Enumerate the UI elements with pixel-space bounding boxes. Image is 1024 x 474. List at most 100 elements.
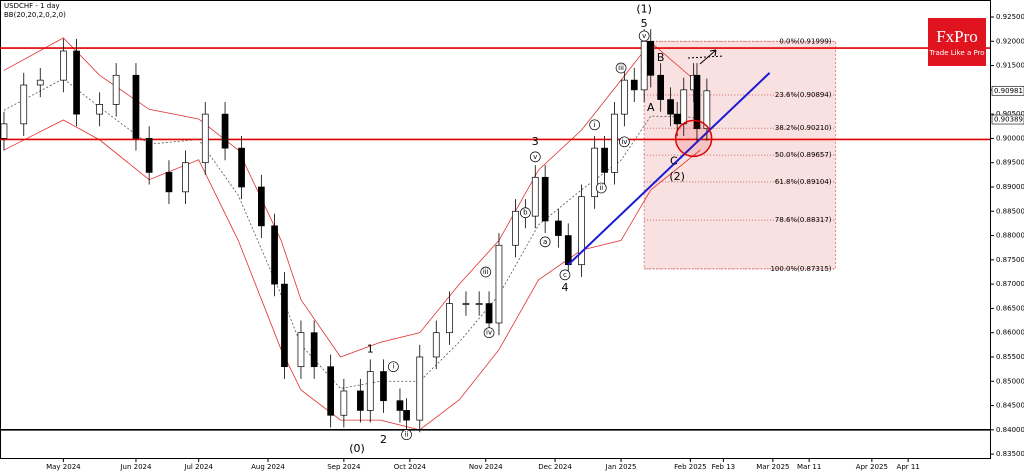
- candle-body: [258, 186, 265, 227]
- x-tick-label: Apr 2025: [856, 463, 888, 471]
- x-tick-label: Nov 2024: [469, 463, 503, 471]
- candle-body: [96, 104, 104, 115]
- fib-label: 50.0%(0.89657): [775, 151, 832, 159]
- x-tick-label: May 2024: [46, 463, 81, 471]
- candle-body: [340, 390, 348, 416]
- x-tick-label: Mar 11: [797, 463, 821, 471]
- y-tick-label: 0.91500: [996, 62, 1024, 70]
- candle-body: [673, 113, 681, 125]
- wave-sublabel: ii: [405, 431, 409, 439]
- y-tick-label: 0.92500: [996, 13, 1024, 21]
- wave-sublabel: v: [533, 153, 537, 161]
- candle-body: [271, 225, 278, 285]
- wave-circle: [388, 361, 399, 373]
- wave-circle: [529, 151, 541, 163]
- wave-label: (0): [349, 442, 365, 455]
- candle-body: [20, 84, 28, 125]
- candle-body: [462, 303, 470, 305]
- brand-name: FxPro: [936, 27, 978, 46]
- candle-body: [73, 50, 80, 115]
- candle-body: [680, 89, 688, 125]
- price-tag: [991, 85, 1024, 96]
- candle-body: [640, 40, 648, 91]
- y-tick-label: 0.85000: [996, 377, 1024, 385]
- wave-circle: [619, 136, 630, 148]
- fib-label: 0.0%(0.91999): [779, 37, 831, 45]
- wave-circle: [483, 327, 495, 339]
- y-tick-label: 0.89500: [996, 159, 1024, 167]
- candle-body: [221, 113, 229, 149]
- candle-body: [693, 74, 701, 130]
- wave-sublabel: i: [594, 121, 596, 129]
- y-tick-label: 0.86500: [996, 304, 1024, 312]
- candle-body: [578, 196, 585, 266]
- wave-circle: [595, 182, 607, 194]
- wave-circle: [520, 207, 531, 219]
- candle-body: [485, 303, 493, 324]
- wave-circle: [638, 30, 650, 42]
- wave-label: 1: [367, 343, 374, 356]
- wave-sublabel: i: [392, 363, 394, 371]
- wave-circle: [539, 236, 551, 248]
- candle-body: [132, 74, 140, 139]
- y-tick-label: 0.86000: [996, 329, 1024, 337]
- candle-body: [564, 235, 572, 266]
- highlight-circle: [674, 119, 713, 158]
- wave-sublabel: a: [543, 238, 547, 246]
- candle-body: [403, 410, 410, 421]
- candle-body: [357, 390, 364, 411]
- candle-body: [238, 147, 245, 188]
- candle-body: [36, 79, 44, 86]
- candle-body: [647, 40, 655, 76]
- x-tick-label: Aug 2024: [251, 463, 285, 471]
- plot-frame: [0, 0, 991, 459]
- wave-sublabel: v: [642, 32, 646, 40]
- x-tick-label: Mar 2025: [756, 463, 789, 471]
- y-tick-label: 0.92000: [996, 37, 1024, 45]
- price-tag: [991, 114, 1024, 125]
- y-tick-label: 0.84000: [996, 426, 1024, 434]
- candle-body: [297, 332, 305, 368]
- x-tick-label: Dec 2024: [538, 463, 572, 471]
- wave-circle: [559, 269, 571, 281]
- indicator-label: BB(20,20,2,0,2,0): [4, 11, 66, 19]
- candle-body: [601, 147, 608, 173]
- wave-sublabel: c: [563, 271, 567, 279]
- candle-body: [201, 113, 209, 164]
- brand-tagline: Trade Like a Pro: [928, 49, 984, 57]
- candle-body: [165, 172, 173, 193]
- wave-label: 3: [532, 135, 539, 148]
- candle-body: [366, 371, 374, 411]
- bollinger-upper: [3, 37, 701, 358]
- candle-body: [667, 99, 674, 115]
- candle-body: [0, 123, 8, 139]
- x-tick-label: Jul 2024: [183, 463, 213, 471]
- wave-label: A: [647, 101, 655, 114]
- wave-label: B: [657, 51, 665, 64]
- y-tick-label: 0.88000: [996, 232, 1024, 240]
- candle-body: [630, 79, 638, 91]
- trendline: [567, 72, 771, 266]
- wave-sublabel: b: [523, 209, 528, 217]
- candle-body: [416, 356, 424, 421]
- bollinger-middle: [3, 78, 701, 389]
- candle-body: [541, 176, 549, 222]
- x-tick-label: Feb 2025: [674, 463, 706, 471]
- candle-body: [621, 79, 628, 115]
- x-tick-label: Feb 13: [712, 463, 736, 471]
- y-tick-label: 0.89000: [996, 183, 1024, 191]
- candle-body: [281, 283, 288, 368]
- wave-sublabel: iii: [618, 64, 624, 72]
- wave-label: 2: [380, 433, 387, 446]
- candle-body: [591, 147, 599, 198]
- y-tick-label: 0.85500: [996, 353, 1024, 361]
- wave-sublabel: ii: [599, 184, 603, 192]
- candle-body: [611, 113, 618, 173]
- brand-logo: [928, 18, 986, 66]
- wave-label: 4: [561, 281, 568, 294]
- candle-body: [432, 332, 440, 358]
- wave-label: (1): [636, 3, 652, 16]
- candle-body: [512, 210, 519, 246]
- candle-body: [60, 50, 67, 81]
